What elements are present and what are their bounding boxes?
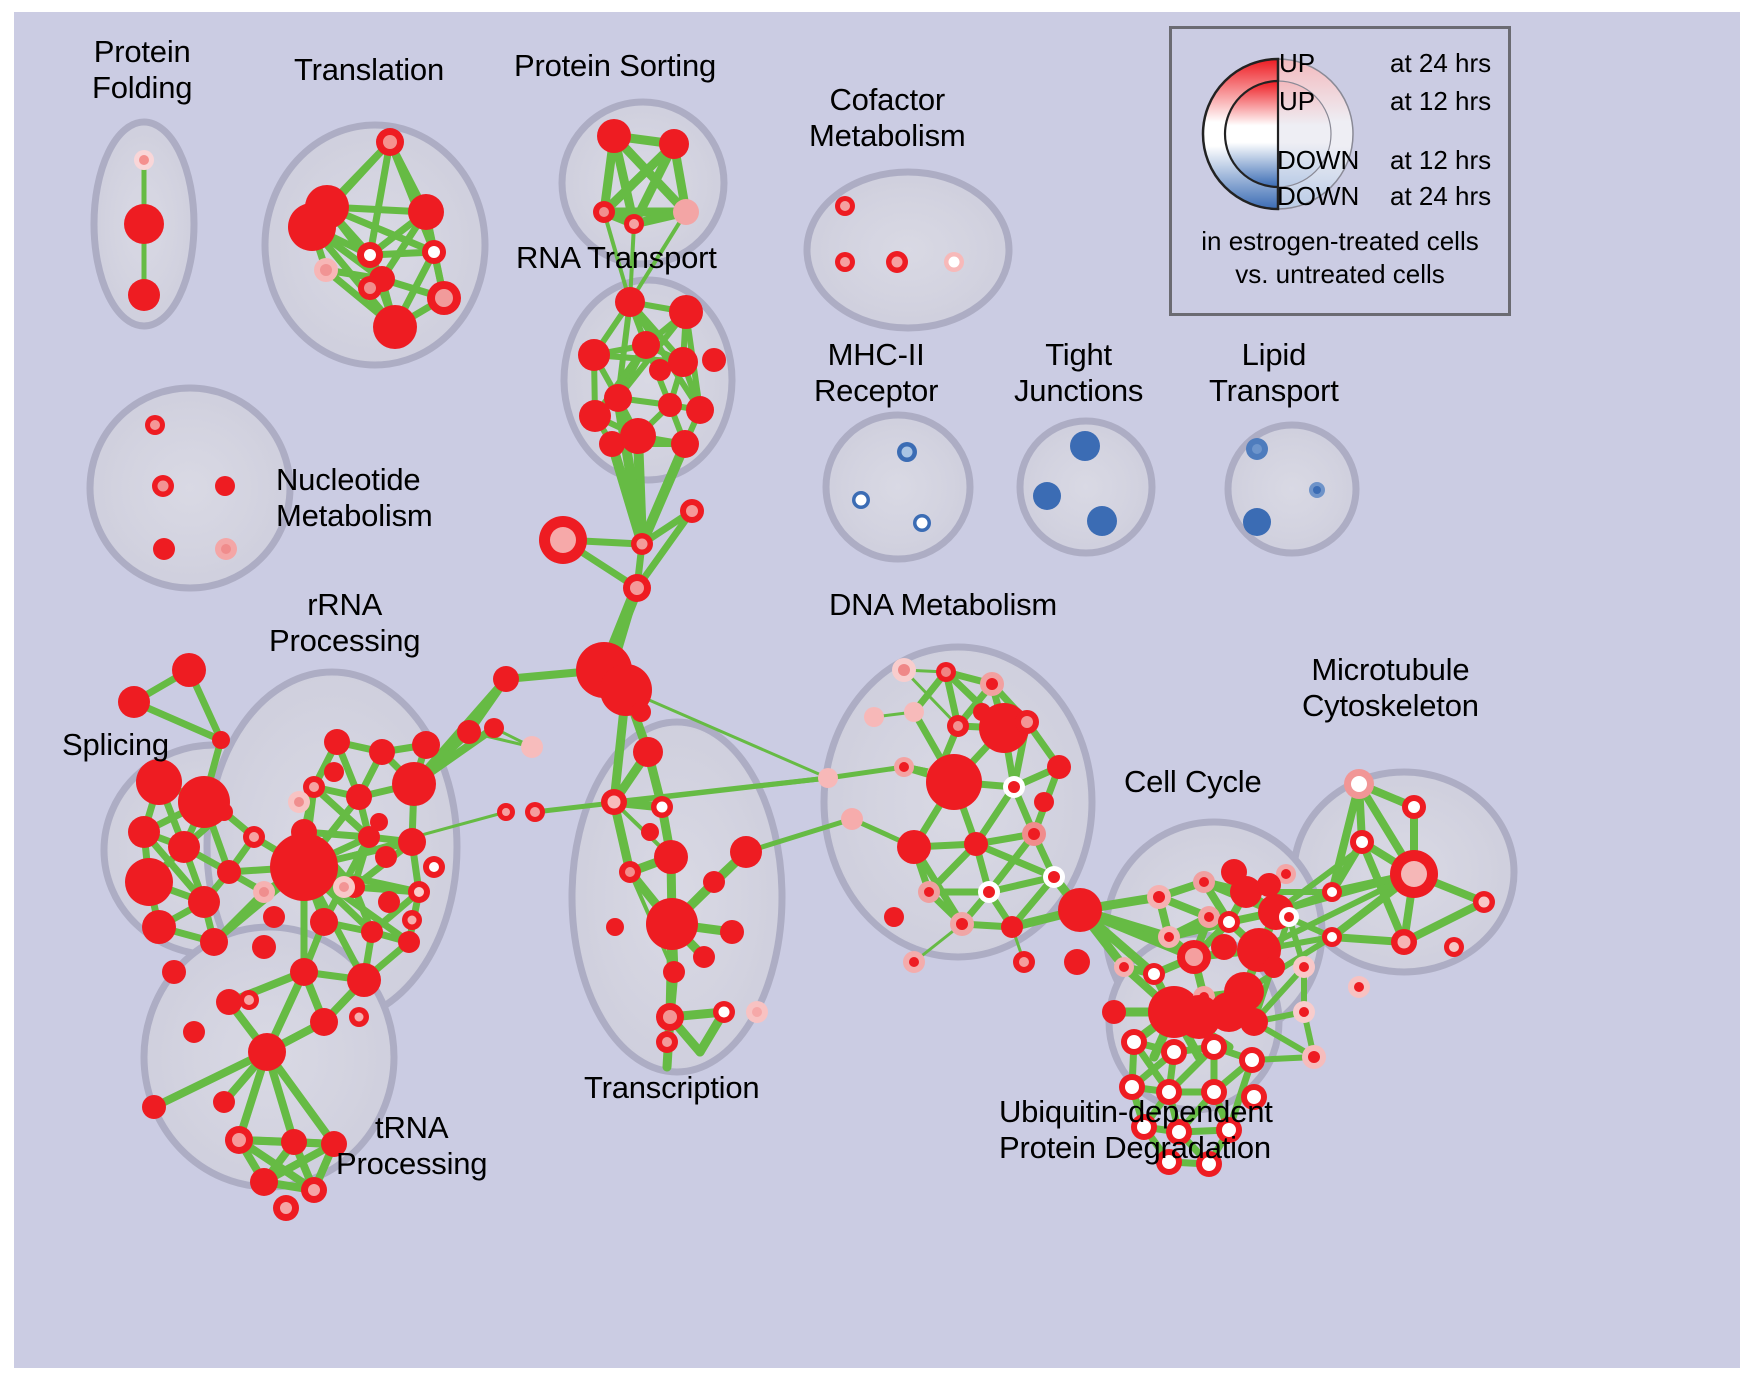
legend-row-1-label: UP [1279, 86, 1316, 116]
cluster-label-mhc-ii-receptor: MHC-II Receptor [814, 337, 939, 408]
legend-box: UP at 24 hrs UP at 12 hrs DOWN at 12 hrs… [1169, 26, 1511, 316]
network-plot-area: Protein Folding Translation Protein Sort… [14, 12, 1740, 1368]
legend-row-3-label: DOWN [1277, 181, 1360, 211]
cluster-label-trna-processing: tRNA Processing [336, 1110, 488, 1181]
cluster-label-tight-junctions: Tight Junctions [1014, 337, 1144, 408]
cluster-label-ubiquitin-degradation: Ubiquitin-dependent Protein Degradation [999, 1094, 1273, 1165]
legend-swatch-icon [1201, 57, 1354, 211]
cluster-blob-cofactor-metabolism [803, 168, 1013, 332]
legend-row-0-label: UP [1279, 48, 1316, 78]
network-nodes [118, 119, 1495, 1221]
cluster-label-rna-transport: RNA Transport [516, 240, 717, 275]
cluster-label-microtubule-cytoskeleton: Microtubule Cytoskeleton [1302, 652, 1479, 723]
cluster-label-splicing: Splicing [62, 727, 169, 762]
cluster-label-rrna-processing: rRNA Processing [269, 587, 421, 658]
cluster-label-protein-sorting: Protein Sorting [514, 48, 717, 83]
legend-row-3-time: at 24 hrs [1390, 181, 1492, 211]
cluster-label-cofactor-metabolism: Cofactor Metabolism [809, 82, 966, 153]
cluster-blob-nucleotide-metabolism [86, 384, 294, 592]
cluster-label-nucleotide-metabolism: Nucleotide Metabolism [276, 462, 433, 533]
cluster-label-lipid-transport: Lipid Transport [1209, 337, 1339, 408]
cluster-label-protein-folding: Protein Folding [92, 34, 193, 105]
legend-row-2-label: DOWN [1277, 145, 1360, 175]
cluster-label-translation: Translation [294, 52, 444, 87]
cluster-blob-tight-junctions [1016, 417, 1156, 557]
network-graph [86, 98, 1518, 1221]
cluster-label-transcription: Transcription [584, 1070, 760, 1105]
cluster-label-cell-cycle: Cell Cycle [1124, 764, 1262, 799]
legend-row-0-time: at 24 hrs [1390, 48, 1492, 78]
legend-footer-text: in estrogen-treated cells vs. untreated … [1201, 226, 1479, 289]
cluster-blob-mhc-ii-receptor [822, 411, 974, 563]
legend-row-2-time: at 12 hrs [1390, 145, 1492, 175]
cluster-label-dna-metabolism: DNA Metabolism [829, 587, 1058, 622]
legend-row-1-time: at 12 hrs [1390, 86, 1492, 116]
